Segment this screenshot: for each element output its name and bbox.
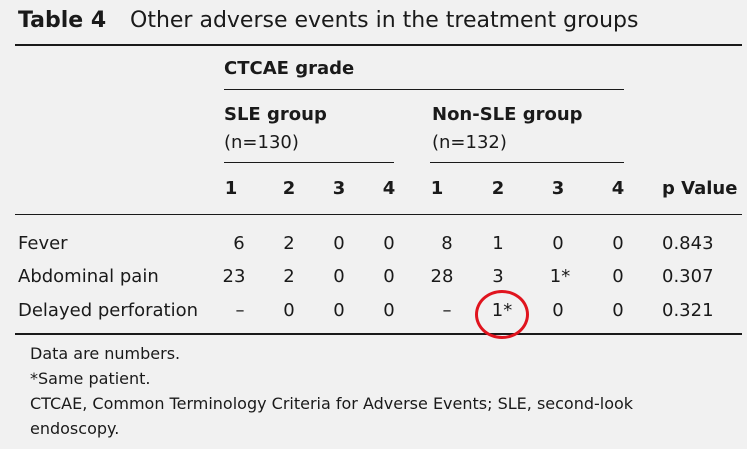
non-sle-group-header: Non-SLE group [432,104,583,125]
p-value-header: p Value [662,178,738,199]
table-cell: 0 [383,300,395,321]
highlight-circle [475,290,529,339]
table-cell: 0 [612,300,624,321]
footnote: CTCAE, Common Terminology Criteria for A… [30,394,634,413]
table-cell: 0 [383,233,395,254]
sle-group-n: (n=130) [224,132,299,153]
table-cell: 2 [283,266,295,287]
grade-header: 4 [382,178,396,199]
grade-header: 2 [282,178,296,199]
table-cell: 0 [383,266,395,287]
row-label: Delayed perforation [18,300,198,321]
p-value: 0.321 [662,300,714,321]
ctcae-rule [224,89,624,90]
table-cell: 23 [222,266,246,287]
non-sle-group-rule [430,162,624,163]
footnote: *Same patient. [30,369,151,388]
table-cell: 0 [612,233,624,254]
table-cell: 28 [430,266,454,287]
non-sle-group-n: (n=132) [432,132,507,153]
grade-header: 1 [430,178,444,199]
bottom-rule [15,333,742,335]
table-cell: – [442,300,452,321]
sle-group-header: SLE group [224,104,327,125]
table-number: Table 4 [18,8,107,33]
table-cell: 0 [333,300,345,321]
grade-header: 4 [611,178,625,199]
sle-group-rule [224,162,394,163]
ctcae-grade-header: CTCAE grade [224,58,355,79]
footnote: Data are numbers. [30,344,181,363]
top-rule [15,44,742,46]
row-label: Abdominal pain [18,266,159,287]
table-cell: 1 [492,233,504,254]
grade-header: 3 [332,178,346,199]
grade-header: 2 [491,178,505,199]
row-label: Fever [18,233,68,254]
table-cell: 0 [333,266,345,287]
table-cell: 0 [333,233,345,254]
table-cell: 2 [283,233,295,254]
table-cell: 6 [233,233,245,254]
table-title: Other adverse events in the treatment gr… [130,8,639,33]
header-rule [15,214,742,215]
table-cell: 0 [283,300,295,321]
p-value: 0.307 [662,266,714,287]
table-cell: 0 [552,233,564,254]
p-value: 0.843 [662,233,714,254]
footnote: endoscopy. [30,419,120,438]
table-cell: 8 [441,233,453,254]
table-cell: 3 [492,266,504,287]
table-cell: 0 [612,266,624,287]
table-cell: – [235,300,245,321]
grade-header: 1 [224,178,238,199]
table-cell: 0 [552,300,564,321]
table-cell: 1* [549,266,571,287]
grade-header: 3 [551,178,565,199]
